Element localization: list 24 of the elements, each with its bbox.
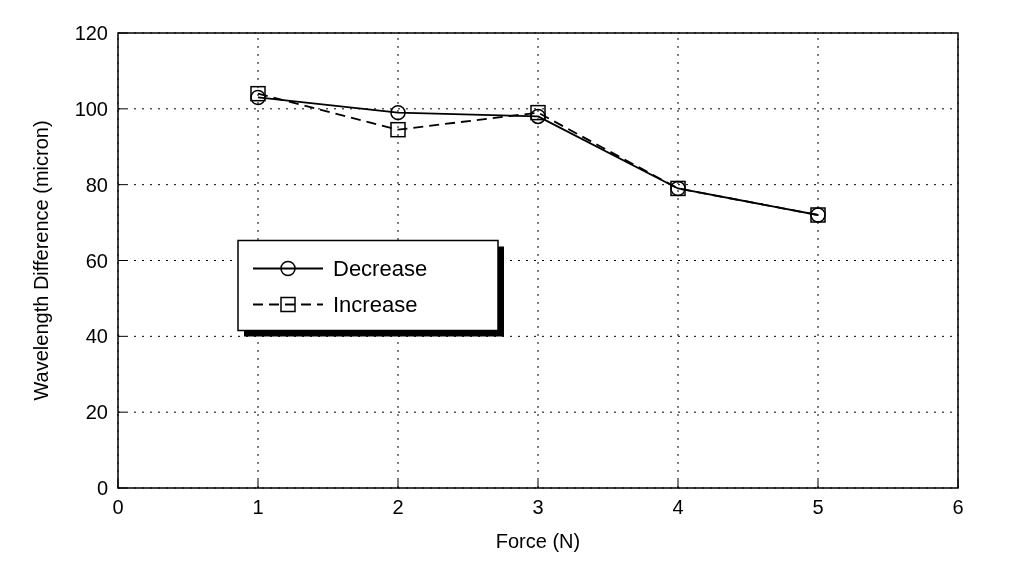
point [390,121,406,138]
x-tick-label: 5 [812,496,824,518]
x-tick-label: 2 [392,496,404,518]
point [530,104,546,121]
legend-label: Decrease [333,255,428,281]
y-tick-label: 60 [85,249,108,272]
y-tick-label: 100 [74,97,108,120]
point [250,85,266,102]
x-tick-label: 3 [532,496,544,518]
x-tick-label: 0 [112,496,124,518]
x-axis-title: Force (N) [495,530,581,552]
point [250,89,266,106]
x-tick-label: 4 [672,496,684,518]
point [390,104,406,121]
point [530,108,546,125]
y-tick-label: 40 [85,325,108,348]
y-axis-title: Wavelength Difference (micron) [30,120,52,401]
y-tick-label: 120 [74,22,108,44]
x-tick-label: 6 [952,496,964,518]
y-tick-label: 0 [96,477,108,499]
x-tick-label: 1 [252,496,264,518]
y-tick-label: 20 [85,401,108,424]
y-tick-label: 80 [85,173,108,196]
legend-label: Increase [333,291,418,317]
